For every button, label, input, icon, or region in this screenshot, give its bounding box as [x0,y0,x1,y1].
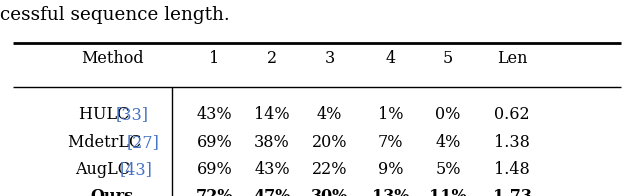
Text: 43%: 43% [254,161,290,178]
Text: 38%: 38% [254,134,290,151]
Text: 20%: 20% [312,134,348,151]
Text: 0.62: 0.62 [494,106,530,123]
Text: 0%: 0% [435,106,461,123]
Text: 14%: 14% [254,106,290,123]
Text: HULC: HULC [79,106,134,123]
Text: Method: Method [81,50,143,67]
Text: 7%: 7% [378,134,403,151]
Text: Ours: Ours [90,189,134,196]
Text: 30%: 30% [311,189,348,196]
Text: 13%: 13% [372,189,409,196]
Text: 1%: 1% [378,106,403,123]
Text: 43%: 43% [196,106,232,123]
Text: 5: 5 [443,50,453,67]
Text: 1.48: 1.48 [494,161,530,178]
Text: 3: 3 [324,50,335,67]
Text: 22%: 22% [312,161,348,178]
Text: 4%: 4% [317,106,342,123]
Text: 1.73: 1.73 [493,189,531,196]
Text: 11%: 11% [429,189,467,196]
Text: 1.38: 1.38 [494,134,530,151]
Text: [43]: [43] [119,161,152,178]
Text: [27]: [27] [127,134,159,151]
Text: Len: Len [497,50,527,67]
Text: [33]: [33] [116,106,148,123]
Text: 9%: 9% [378,161,403,178]
Text: AugLC: AugLC [76,161,135,178]
Text: 69%: 69% [196,134,232,151]
Text: 72%: 72% [196,189,233,196]
Text: 69%: 69% [196,161,232,178]
Text: 4%: 4% [435,134,461,151]
Text: 5%: 5% [435,161,461,178]
Text: 2: 2 [267,50,277,67]
Text: 4: 4 [385,50,396,67]
Text: cessful sequence length.: cessful sequence length. [0,6,230,24]
Text: 47%: 47% [253,189,291,196]
Text: MdetrLC: MdetrLC [68,134,146,151]
Text: 1: 1 [209,50,220,67]
